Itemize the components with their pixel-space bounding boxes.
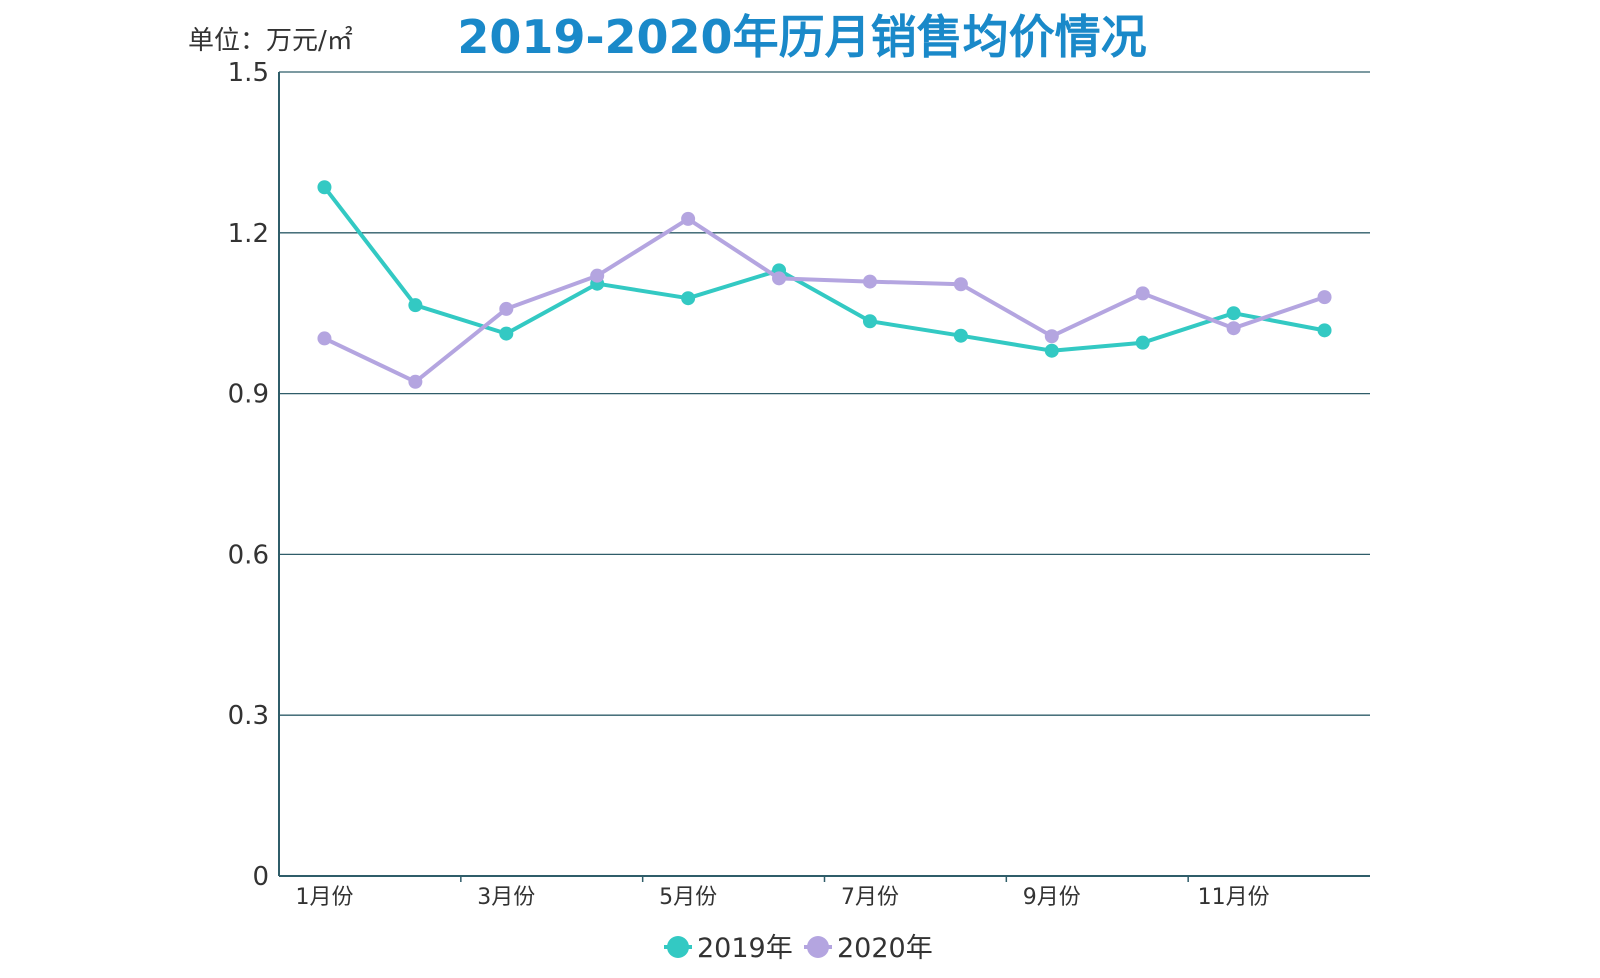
data-point-2020年-11月份: [1226, 321, 1241, 336]
y-tick-label: 1.5: [228, 58, 269, 88]
x-tick-label: 3月份: [477, 885, 535, 910]
series-lines: [317, 180, 1332, 389]
data-point-2019年-12月份: [1317, 323, 1332, 338]
data-point-2019年-8月份: [953, 328, 968, 343]
data-point-2019年-3月份: [499, 326, 514, 341]
data-point-2020年-1月份: [317, 331, 332, 346]
data-point-2019年-10月份: [1135, 335, 1150, 350]
series-line-2020年: [323, 216, 1326, 384]
data-point-2020年-10月份: [1135, 286, 1150, 301]
axes: 0 0.3 0.6 0.9 1.2 1.5 1月份 3月份 5月份 7月份 9月份 11月份: [228, 58, 1370, 910]
data-point-2019年-2月份: [408, 298, 423, 313]
data-point-2020年-8月份: [953, 277, 968, 292]
legend-label: 2019年: [697, 933, 793, 964]
legend-swatch-marker: [667, 936, 689, 958]
gridlines: [279, 71, 1370, 716]
y-tick-label: 0: [252, 862, 269, 892]
data-point-2020年-2月份: [408, 374, 423, 389]
data-point-2020年-4月份: [590, 268, 605, 283]
x-tick-label: 1月份: [295, 885, 353, 910]
x-tick-label: 11月份: [1198, 885, 1270, 910]
legend: 2019年 2020年: [664, 933, 933, 964]
x-tick-label: 5月份: [659, 885, 717, 910]
series-line-2019年: [322, 185, 1325, 353]
x-tick-label: 7月份: [841, 885, 899, 910]
data-point-2020年-3月份: [499, 301, 514, 316]
data-point-2019年-7月份: [862, 314, 877, 329]
legend-label: 2020年: [837, 933, 933, 964]
y-tick-label: 0.9: [228, 380, 269, 410]
data-point-2020年-7月份: [862, 274, 877, 289]
x-tick-label: 9月份: [1023, 885, 1081, 910]
data-point-2019年-9月份: [1044, 343, 1059, 358]
unit-label: 单位：万元/㎡: [188, 26, 353, 56]
y-tick-label: 1.2: [228, 219, 269, 249]
data-point-2020年-12月份: [1317, 290, 1332, 305]
data-point-2020年-5月份: [681, 211, 696, 226]
data-point-2020年-6月份: [772, 271, 787, 286]
data-point-2019年-5月份: [681, 291, 696, 306]
legend-swatch-marker: [807, 936, 829, 958]
y-tick-label: 0.6: [228, 540, 269, 570]
y-tick-label: 0.3: [228, 701, 269, 731]
data-point-2019年-11月份: [1226, 306, 1241, 321]
data-point-2020年-9月份: [1044, 329, 1059, 344]
chart-title: 2019-2020年历月销售均价情况: [457, 10, 1146, 64]
data-point-2019年-1月份: [317, 180, 332, 195]
